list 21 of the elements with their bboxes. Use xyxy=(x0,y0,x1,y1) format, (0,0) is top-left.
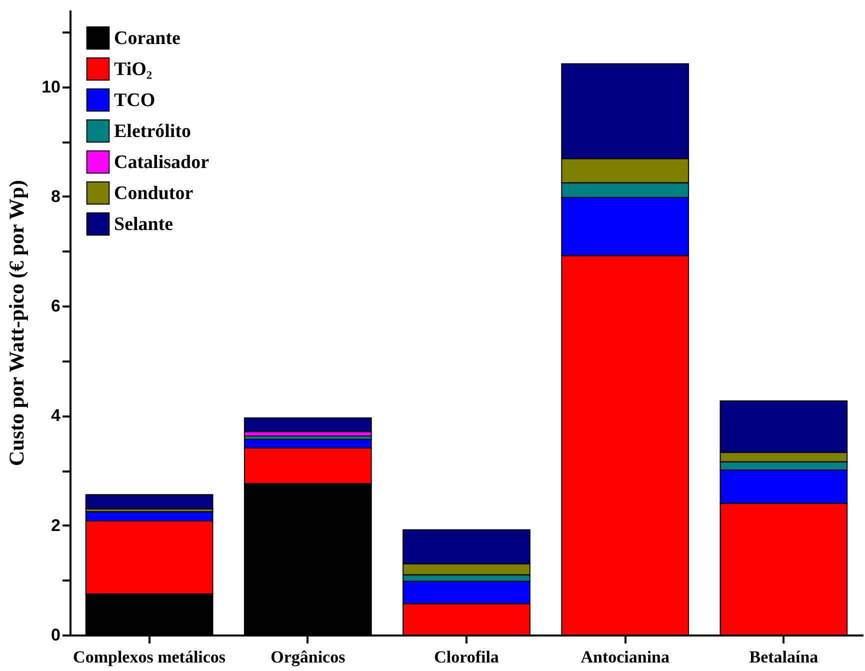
x-tick-label: Orgânicos xyxy=(270,648,346,666)
legend-label: Condutor xyxy=(114,183,194,204)
bar xyxy=(244,417,372,432)
legend-label: Eletrólito xyxy=(114,121,192,142)
y-tick-label: 4 xyxy=(51,406,62,426)
y-axis-title: Custo por Watt-pico (€ por Wp) xyxy=(4,180,29,466)
x-tick-label: Betalaína xyxy=(749,648,819,666)
y-tick-label: 8 xyxy=(51,186,60,206)
y-tick-label: 0 xyxy=(51,626,60,644)
legend-label: TiO₂ xyxy=(114,59,152,80)
legend-label: Corante xyxy=(114,28,180,49)
x-tick-label: Clorofila xyxy=(434,648,500,666)
x-tick-label: Complexos metálicos xyxy=(73,648,226,666)
bar xyxy=(85,494,214,510)
y-tick-label: 2 xyxy=(51,516,60,535)
y-tick-label: 6 xyxy=(51,296,60,316)
x-tick-label: Antocianina xyxy=(580,648,670,666)
y-tick-label: 10 xyxy=(42,77,60,96)
legend-label: Catalisador xyxy=(114,152,210,173)
legend-label: TCO xyxy=(114,90,156,111)
legend-label: Selante xyxy=(114,214,174,235)
